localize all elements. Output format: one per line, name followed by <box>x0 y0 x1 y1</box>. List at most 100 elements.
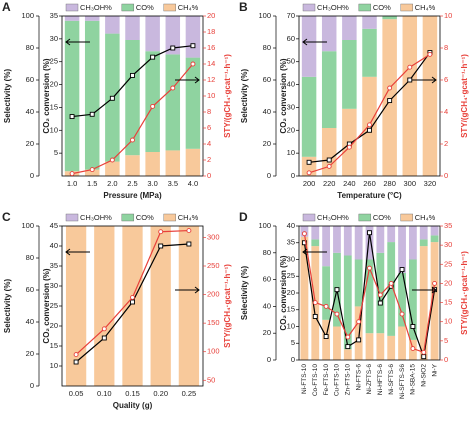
legend-label: CH₃OH% <box>317 213 349 222</box>
x-axis-title: Temperature (°C) <box>337 191 402 200</box>
bar-segment <box>165 54 181 151</box>
series-marker <box>101 326 107 332</box>
y2-tick-label: 15 <box>50 341 58 350</box>
bar-segment <box>125 40 140 156</box>
y3-tick-label: 0 <box>444 355 448 364</box>
y3-tick-label: 14 <box>207 59 215 68</box>
x-tick-label: Zn-FTS-10 <box>345 364 352 396</box>
y-tick-label: 100 <box>258 11 271 20</box>
y2-tick-label: 20 <box>50 321 58 330</box>
series-marker <box>345 334 351 340</box>
panel-label: C <box>2 210 11 224</box>
y2-tick-label: 20 <box>287 288 295 297</box>
series-marker <box>323 303 329 309</box>
legend-label: CH₄% <box>415 3 436 12</box>
legend-swatch <box>121 3 135 12</box>
arrow-left <box>65 248 90 256</box>
bar-segment <box>430 226 439 236</box>
series-marker <box>410 346 416 351</box>
y-tick-label: 0 <box>30 381 34 390</box>
bar-segment <box>94 226 115 386</box>
bar-segment <box>376 333 385 360</box>
series-marker <box>345 344 351 350</box>
bar-segment <box>105 16 120 34</box>
legend-swatch <box>121 213 135 222</box>
bar-segment <box>354 226 363 260</box>
arrow-left <box>302 38 327 46</box>
y2-tick-label: 30 <box>287 102 295 111</box>
x-tick-label: Ni-HFTS-6 <box>377 364 384 395</box>
legend-swatch <box>65 3 79 12</box>
bar-segment <box>354 259 363 307</box>
legend-swatch <box>358 213 372 222</box>
y-tick-label: 20 <box>26 139 34 148</box>
x-tick-label: Ni-SFTS-S6 <box>399 364 406 399</box>
y-tick-label: 100 <box>21 11 34 20</box>
bar-segment <box>382 19 397 177</box>
legend-swatch <box>400 213 413 222</box>
legend-label: CH₄% <box>178 213 199 222</box>
bar-segment <box>343 255 352 350</box>
series-marker <box>130 299 135 305</box>
series-marker <box>387 85 393 91</box>
bar-segment <box>422 16 438 176</box>
x-tick-label: 1.0 <box>67 179 77 188</box>
y2-tick-label: 35 <box>50 11 58 20</box>
arrow-right <box>412 76 437 84</box>
arrow-left <box>302 248 327 256</box>
bar-segment <box>365 333 374 360</box>
y-tick-label: 0 <box>267 171 271 180</box>
x-tick-label: 1.5 <box>87 179 97 188</box>
y3-tick-label: 15 <box>444 298 452 307</box>
series-marker <box>89 167 95 173</box>
series-marker <box>387 98 393 104</box>
series-marker <box>356 337 362 343</box>
panel: A1.0 1.5 2.0 2.5 3.0 3.5 4.0020406080100510152… <box>2 0 232 200</box>
y-axis-title: Selectivity (%) <box>3 69 12 124</box>
y2-tick-label: 20 <box>287 125 295 134</box>
bar-segment <box>145 51 160 153</box>
bar-segment <box>333 326 341 360</box>
series-marker <box>73 352 79 358</box>
bar-segment <box>185 57 201 149</box>
series-marker <box>432 280 438 286</box>
y3-tick-label: 6 <box>444 75 448 84</box>
x-tick-label: 4.0 <box>188 179 198 188</box>
y3-tick-label: 20 <box>207 11 215 20</box>
y2-tick-label: 25 <box>287 271 295 280</box>
series-marker <box>190 43 196 49</box>
bar-segment <box>321 16 337 52</box>
legend-swatch <box>163 213 176 222</box>
x-tick-label: 260 <box>363 179 376 188</box>
y3-tick-label: 12 <box>207 75 215 84</box>
legend-label: CO% <box>373 213 391 222</box>
series-marker <box>301 231 307 237</box>
y2-tick-label: 20 <box>50 80 58 89</box>
x-tick-label: Ni-Y <box>431 363 438 376</box>
y-tick-label: 20 <box>263 139 271 148</box>
series-marker <box>356 319 362 325</box>
bar-segment <box>145 152 160 176</box>
y-tick-label: 60 <box>263 275 271 284</box>
bar-segment <box>419 246 428 360</box>
series-marker <box>377 300 383 306</box>
series-marker <box>158 229 164 235</box>
y-tick-label: 40 <box>263 301 271 310</box>
y2-tick-label: 30 <box>287 254 295 263</box>
y2-tick-label: 10 <box>50 361 58 370</box>
y2-tick-label: 25 <box>50 301 58 310</box>
y3-axis-title: STY/(gCH₄·gcat⁻¹·h⁻¹) <box>223 264 232 348</box>
y2-tick-label: 10 <box>287 148 295 157</box>
panel-label: A <box>2 0 11 14</box>
y-tick-label: 100 <box>21 221 34 230</box>
arrow-right <box>412 286 437 294</box>
y3-tick-label: 10 <box>444 11 452 20</box>
y-tick-label: 80 <box>263 43 271 52</box>
legend-swatch <box>302 213 316 222</box>
bar-segment <box>84 20 100 170</box>
series-marker <box>186 228 192 234</box>
bar-segment <box>398 226 406 273</box>
series-marker <box>306 159 312 165</box>
legend-swatch <box>302 3 316 12</box>
